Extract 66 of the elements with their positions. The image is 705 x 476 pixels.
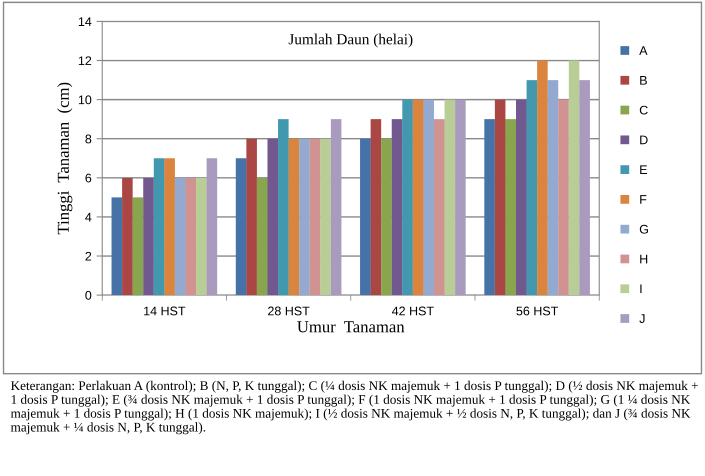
bar (246, 138, 257, 296)
bar (122, 178, 133, 296)
legend-label: G (640, 224, 648, 234)
bar (206, 158, 218, 296)
bar (370, 119, 382, 296)
bar (423, 100, 434, 296)
legend-label: A (639, 46, 648, 55)
bar (505, 119, 516, 296)
legend-label: E (640, 165, 647, 174)
bar (360, 138, 371, 296)
bar (548, 80, 558, 296)
bar (516, 100, 527, 296)
bar (267, 138, 278, 296)
bar (164, 158, 175, 296)
legend-label: I (640, 284, 642, 294)
bar (320, 138, 331, 296)
bar (154, 158, 164, 296)
y-tick-label: 14 (78, 17, 92, 26)
bar (455, 100, 466, 296)
bar (185, 178, 196, 296)
bar (579, 80, 590, 296)
bar (330, 119, 342, 296)
bar (256, 178, 268, 296)
legend-label: F (640, 195, 646, 204)
y-tick-label: 2 (85, 252, 92, 261)
y-tick-label: 10 (78, 95, 92, 104)
bar (278, 119, 289, 296)
x-tick-label: 14 HST (144, 306, 186, 316)
legend-label: D (640, 136, 648, 144)
bar (412, 100, 424, 296)
bar (568, 60, 580, 296)
text: Jumlah Daun (helai) (288, 34, 412, 48)
bar (537, 60, 548, 296)
bar (392, 119, 402, 296)
bar (236, 158, 246, 296)
x-tick-label: 28 HST (268, 306, 310, 316)
y-tick-label: 0 (85, 290, 92, 300)
x-axis-title: Umur Tanaman (297, 321, 404, 332)
y-tick-label: 6 (85, 174, 92, 182)
bar (132, 197, 144, 296)
bar (310, 138, 320, 296)
x-tick-label: 42 HST (392, 306, 434, 316)
legend-label: B (640, 76, 647, 85)
bar (484, 119, 495, 296)
bar (558, 100, 569, 296)
legend-label: C (640, 106, 648, 115)
x-tick-label: 56 HST (516, 306, 558, 316)
y-tick-label: 4 (85, 212, 92, 222)
y-axis-title: Tinggi Tanaman (cm) (57, 82, 72, 234)
bar (112, 197, 122, 296)
bar (299, 138, 310, 296)
y-tick-label: 8 (85, 134, 92, 144)
bar (494, 100, 506, 296)
legend-label: J (639, 314, 645, 323)
bar (288, 138, 300, 296)
bar (444, 100, 456, 296)
bar (381, 138, 392, 296)
text: Keterangan: Perlakuan A (kontrol); B (N, P, K tunggal); C (¼ dosis NK majemuk + 1 dosis P tunggal); D (½ dosis NK majemuk + 1 dosis P tunggal); E (¾ dosis NK majemuk + 1 dosis P tunggal); F (1 dosis NK majemuk + 1 dosis P tunggal); G (1 ¼ dosis NK majemuk + 1 dosis P tunggal); H (1 dosis NK majemuk); I (½ dosis NK majemuk + ½ dosis N, P, K tunggal); dan J (¾ dosis NK majemuk + ¼ dosis N, P, K tunggal). (10, 380, 698, 434)
bar (196, 178, 207, 296)
bar (526, 80, 538, 296)
bar (402, 100, 413, 296)
y-tick-label: 12 (78, 56, 92, 66)
bar (174, 178, 186, 296)
bar (434, 119, 445, 296)
bar (143, 178, 154, 296)
legend-label: H (640, 254, 648, 264)
